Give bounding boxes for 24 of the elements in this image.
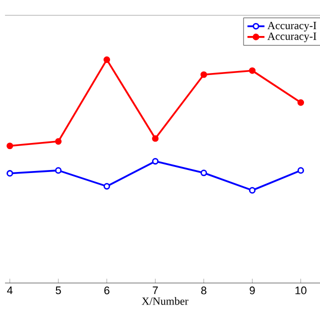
x-tick-label: 8	[201, 286, 206, 294]
point	[297, 167, 304, 174]
x-tick-label: 10	[295, 286, 306, 294]
point	[104, 183, 110, 190]
x-tick-label: 5	[56, 286, 61, 294]
legend-label: Accuracy-I	[267, 32, 316, 42]
point	[55, 138, 62, 145]
point	[248, 67, 256, 74]
point	[200, 170, 208, 176]
point	[6, 142, 14, 150]
x-tick-label: 4	[7, 286, 13, 294]
point	[55, 167, 62, 174]
point	[152, 135, 159, 142]
x-tick-label: 6	[104, 286, 110, 294]
x-axis-title: X/Number	[142, 297, 188, 305]
point	[248, 187, 256, 194]
point	[297, 99, 304, 106]
point	[6, 170, 14, 177]
x-tick-label: 7	[152, 286, 158, 294]
point	[104, 56, 110, 63]
x-tick-label: 9	[250, 286, 255, 294]
legend-label: Accuracy-I	[267, 22, 316, 32]
point	[200, 71, 208, 78]
point	[152, 158, 159, 165]
